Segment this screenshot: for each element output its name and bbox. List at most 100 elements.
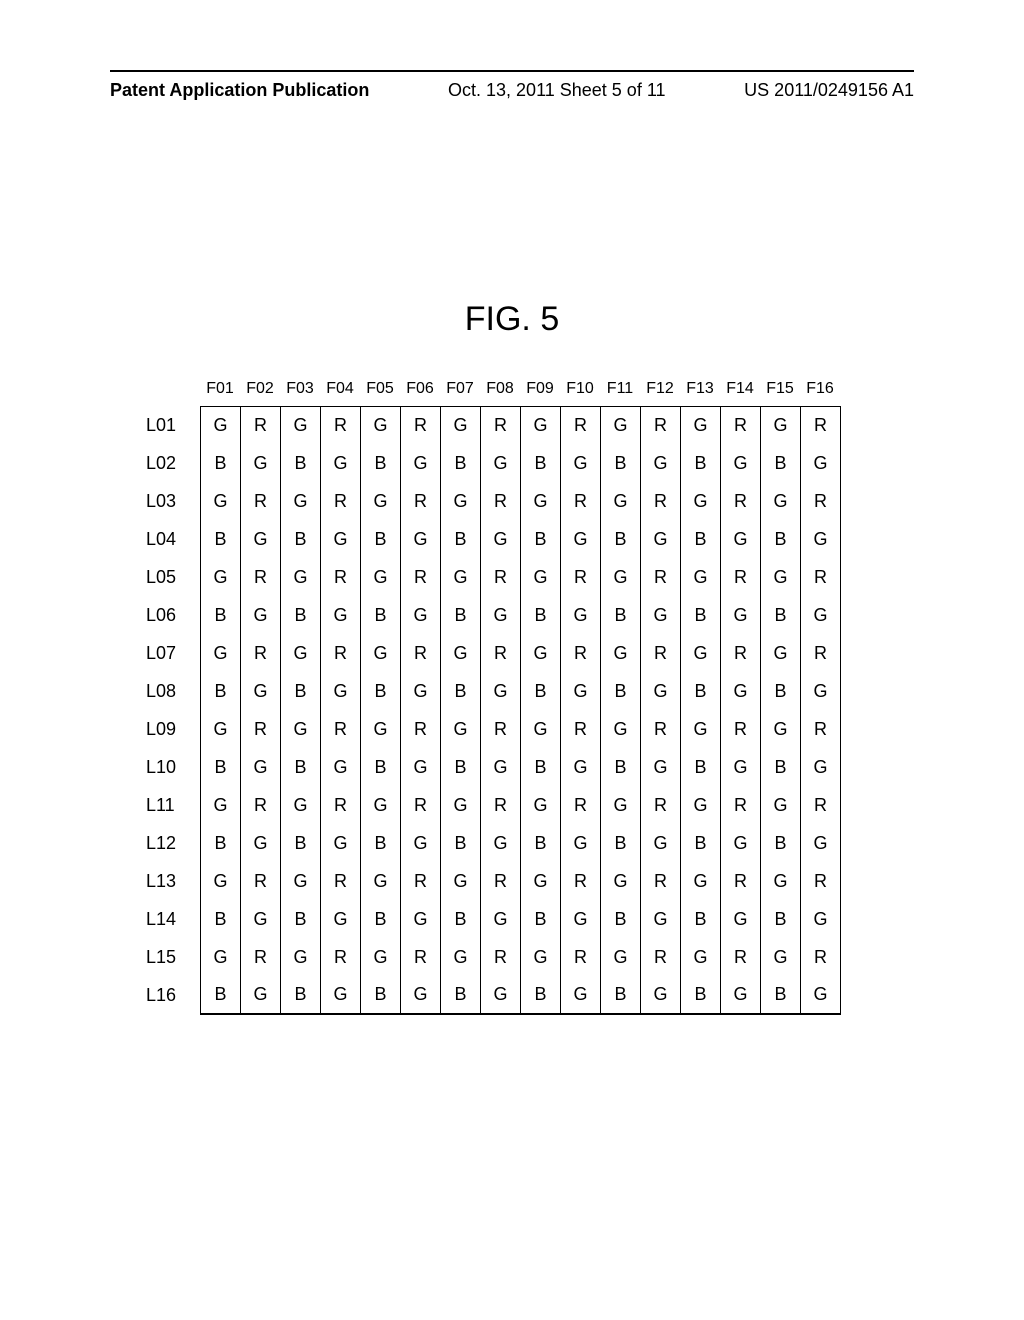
grid-cell: B: [601, 444, 641, 482]
table-row: L06BGBGBGBGBGBGBGBG: [140, 596, 841, 634]
grid-cell: R: [721, 558, 761, 596]
grid-cell: G: [801, 672, 841, 710]
grid-cell: G: [241, 748, 281, 786]
grid-cell: G: [441, 482, 481, 520]
table-row: L12BGBGBGBGBGBGBGBG: [140, 824, 841, 862]
grid-cell: G: [561, 672, 601, 710]
grid-cell: B: [361, 672, 401, 710]
grid-cell: R: [241, 862, 281, 900]
grid-cell: R: [241, 786, 281, 824]
grid-cell: G: [481, 520, 521, 558]
grid-cell: B: [441, 900, 481, 938]
grid-cell: G: [641, 824, 681, 862]
grid-cell: G: [601, 786, 641, 824]
column-header: F07: [440, 380, 480, 398]
grid-cell: R: [321, 710, 361, 748]
grid-cell: R: [641, 407, 681, 445]
grid-cell: R: [641, 938, 681, 976]
grid-cell: G: [401, 976, 441, 1014]
row-cells: BGBGBGBGBGBGBGBG: [200, 444, 841, 482]
grid-cell: R: [721, 634, 761, 672]
grid-cell: G: [201, 786, 241, 824]
grid-cell: G: [601, 482, 641, 520]
grid-cell: G: [241, 824, 281, 862]
column-header: F03: [280, 380, 320, 398]
grid-cell: G: [281, 710, 321, 748]
bayer-grid-table: F01F02F03F04F05F06F07F08F09F10F11F12F13F…: [140, 380, 841, 1014]
table-row: L11GRGRGRGRGRGRGRGR: [140, 786, 841, 824]
grid-cell: G: [361, 786, 401, 824]
grid-cell: R: [641, 634, 681, 672]
grid-cell: G: [401, 672, 441, 710]
grid-cell: G: [201, 558, 241, 596]
grid-cell: B: [761, 976, 801, 1014]
grid-body: L01GRGRGRGRGRGRGRGRL02BGBGBGBGBGBGBGBGL0…: [140, 406, 841, 1014]
grid-cell: R: [801, 786, 841, 824]
column-header: F09: [520, 380, 560, 398]
grid-cell: R: [721, 938, 761, 976]
grid-cell: B: [521, 976, 561, 1014]
grid-cell: G: [201, 862, 241, 900]
table-row: L03GRGRGRGRGRGRGRGR: [140, 482, 841, 520]
grid-cell: G: [201, 710, 241, 748]
grid-cell: G: [361, 938, 401, 976]
grid-cell: G: [761, 558, 801, 596]
grid-cell: R: [401, 482, 441, 520]
grid-cell: B: [761, 824, 801, 862]
row-header: L16: [140, 985, 200, 1006]
header-left: Patent Application Publication: [110, 80, 369, 101]
grid-cell: G: [561, 900, 601, 938]
grid-cell: G: [721, 976, 761, 1014]
grid-cell: G: [561, 444, 601, 482]
grid-cell: B: [281, 824, 321, 862]
column-header: F16: [800, 380, 840, 398]
grid-cell: G: [601, 558, 641, 596]
grid-cell: G: [361, 862, 401, 900]
grid-cell: G: [201, 482, 241, 520]
grid-cell: R: [321, 407, 361, 445]
grid-cell: G: [761, 862, 801, 900]
grid-cell: G: [521, 558, 561, 596]
page-header: Patent Application Publication Oct. 13, …: [110, 80, 914, 101]
grid-cell: G: [721, 444, 761, 482]
grid-cell: R: [481, 634, 521, 672]
grid-cell: G: [321, 748, 361, 786]
grid-cell: G: [761, 407, 801, 445]
grid-cell: B: [201, 672, 241, 710]
row-header: L01: [140, 415, 200, 436]
grid-cell: R: [241, 407, 281, 445]
grid-cell: B: [361, 444, 401, 482]
grid-cell: B: [681, 596, 721, 634]
grid-cell: G: [681, 786, 721, 824]
grid-cell: B: [201, 748, 241, 786]
grid-cell: G: [521, 786, 561, 824]
row-cells: BGBGBGBGBGBGBGBG: [200, 520, 841, 558]
column-header: F02: [240, 380, 280, 398]
grid-cell: B: [281, 520, 321, 558]
grid-cell: R: [561, 710, 601, 748]
grid-cell: B: [201, 900, 241, 938]
grid-cell: G: [321, 976, 361, 1014]
grid-cell: B: [201, 824, 241, 862]
header-rule: [110, 70, 914, 72]
grid-cell: R: [801, 862, 841, 900]
grid-cell: B: [281, 672, 321, 710]
row-header: L03: [140, 491, 200, 512]
grid-cell: G: [201, 938, 241, 976]
grid-cell: G: [321, 520, 361, 558]
grid-cell: G: [401, 824, 441, 862]
grid-cell: R: [321, 558, 361, 596]
grid-cell: B: [201, 444, 241, 482]
grid-cell: G: [721, 672, 761, 710]
grid-cell: G: [561, 520, 601, 558]
grid-cell: R: [401, 862, 441, 900]
row-cells: GRGRGRGRGRGRGRGR: [200, 634, 841, 672]
grid-cell: G: [521, 482, 561, 520]
grid-cell: B: [441, 444, 481, 482]
grid-cell: B: [761, 520, 801, 558]
grid-cell: B: [441, 824, 481, 862]
row-header: L12: [140, 833, 200, 854]
grid-cell: R: [801, 938, 841, 976]
grid-cell: G: [321, 596, 361, 634]
grid-cell: G: [641, 596, 681, 634]
